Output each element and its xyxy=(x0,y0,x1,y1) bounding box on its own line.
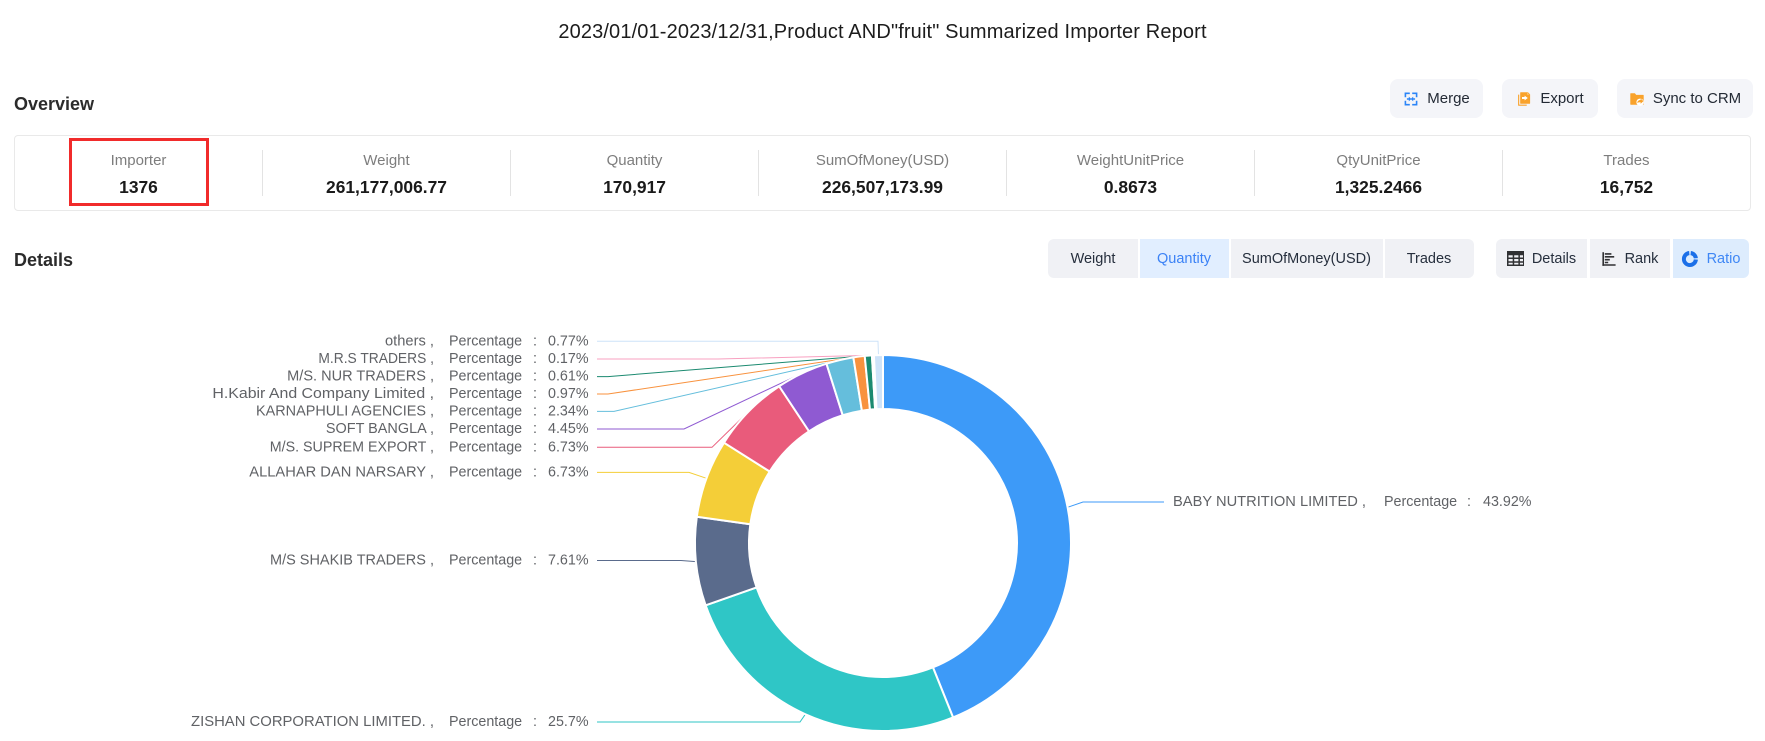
svg-text:M/S. SUPREM EXPORT ,: M/S. SUPREM EXPORT , xyxy=(270,439,434,455)
svg-text:0.61%: 0.61% xyxy=(548,369,589,385)
svg-text:SOFT BANGLA ,: SOFT BANGLA , xyxy=(326,421,434,437)
svg-text:H.Kabir And Company Limited ,: H.Kabir And Company Limited , xyxy=(212,386,434,402)
svg-text::: : xyxy=(533,403,537,419)
svg-text:Percentage: Percentage xyxy=(449,333,522,349)
svg-text:Percentage: Percentage xyxy=(449,439,522,455)
svg-text::: : xyxy=(533,351,537,367)
svg-text::: : xyxy=(533,714,537,730)
svg-text:2.34%: 2.34% xyxy=(548,403,589,419)
svg-text:25.7%: 25.7% xyxy=(548,714,589,730)
svg-text::: : xyxy=(533,369,537,385)
svg-text:Percentage: Percentage xyxy=(449,464,522,480)
svg-text:others ,: others , xyxy=(385,333,434,349)
svg-text::: : xyxy=(533,464,537,480)
svg-text::: : xyxy=(533,553,537,569)
svg-text:Percentage: Percentage xyxy=(449,369,522,385)
svg-text:Percentage: Percentage xyxy=(449,421,522,437)
svg-text:6.73%: 6.73% xyxy=(548,464,589,480)
svg-text:4.45%: 4.45% xyxy=(548,421,589,437)
svg-text:Percentage: Percentage xyxy=(449,386,522,402)
svg-text:M/S. NUR TRADERS ,: M/S. NUR TRADERS , xyxy=(287,369,434,385)
svg-text:0.17%: 0.17% xyxy=(548,351,589,367)
svg-text:ALLAHAR DAN NARSARY ,: ALLAHAR DAN NARSARY , xyxy=(249,464,434,480)
svg-text:0.97%: 0.97% xyxy=(548,386,589,402)
svg-text:KARNAPHULI AGENCIES ,: KARNAPHULI AGENCIES , xyxy=(256,403,434,419)
svg-text::: : xyxy=(1467,494,1471,510)
svg-text:6.73%: 6.73% xyxy=(548,439,589,455)
svg-text:M/S SHAKIB TRADERS ,: M/S SHAKIB TRADERS , xyxy=(270,553,434,569)
svg-text:Percentage: Percentage xyxy=(1384,494,1457,510)
svg-text::: : xyxy=(533,421,537,437)
svg-text:Percentage: Percentage xyxy=(449,714,522,730)
svg-text:7.61%: 7.61% xyxy=(548,553,589,569)
svg-text::: : xyxy=(533,333,537,349)
svg-text:Percentage: Percentage xyxy=(449,553,522,569)
svg-text::: : xyxy=(533,439,537,455)
svg-text:Percentage: Percentage xyxy=(449,403,522,419)
svg-text:M.R.S TRADERS ,: M.R.S TRADERS , xyxy=(318,351,434,367)
svg-text:43.92%: 43.92% xyxy=(1483,494,1532,510)
svg-text:Percentage: Percentage xyxy=(449,351,522,367)
svg-text::: : xyxy=(533,386,537,402)
svg-text:0.77%: 0.77% xyxy=(548,333,589,349)
svg-text:BABY NUTRITION LIMITED ,: BABY NUTRITION LIMITED , xyxy=(1173,494,1366,510)
svg-text:ZISHAN CORPORATION LIMITED. ,: ZISHAN CORPORATION LIMITED. , xyxy=(191,714,434,730)
